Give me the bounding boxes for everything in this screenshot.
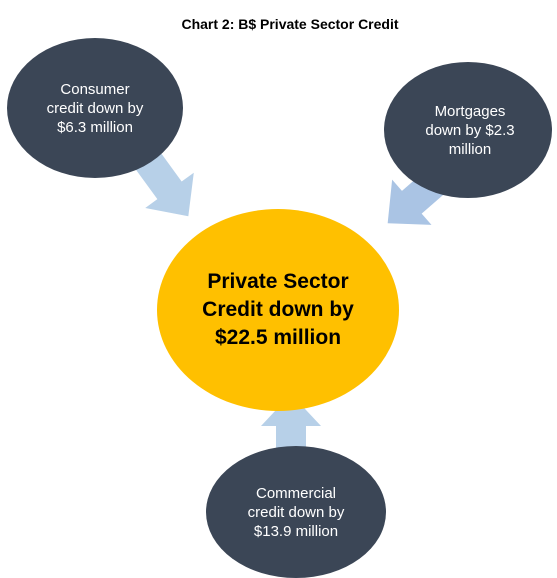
- node-label: Private Sector Credit down by $22.5 mill…: [202, 270, 354, 349]
- node-label: Mortgages down by $2.3 million: [425, 102, 515, 158]
- node-circle: [384, 62, 552, 198]
- node-circle: [7, 38, 183, 178]
- node-label: Commercial credit down by $13.9 million: [247, 484, 345, 540]
- node-circle: [206, 446, 386, 578]
- node-label: Consumer credit down by $6.3 million: [46, 80, 144, 136]
- title: Chart 2: B$ Private Sector Credit: [181, 16, 399, 32]
- node-circle: [157, 209, 399, 411]
